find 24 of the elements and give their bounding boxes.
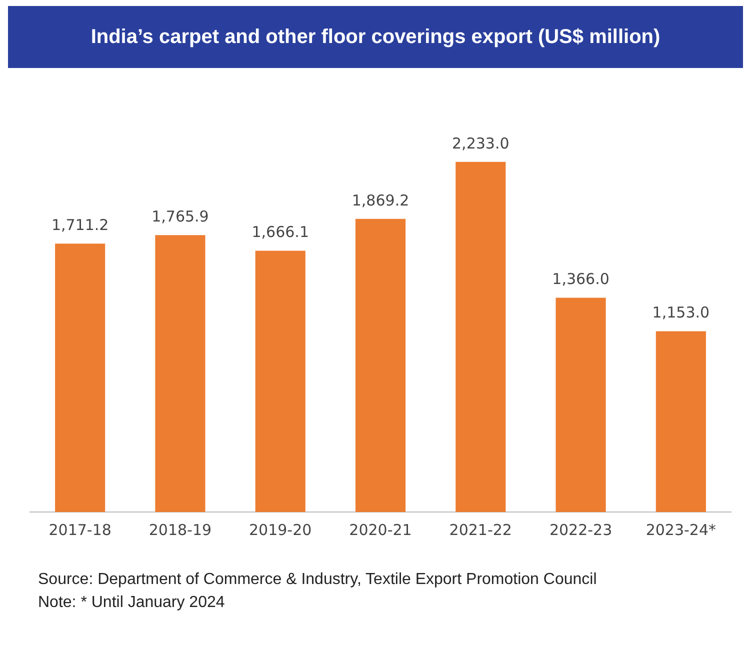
data-label: 2,233.0 xyxy=(452,134,510,152)
x-tick-label: 2019-20 xyxy=(249,520,312,539)
data-label: 1,765.9 xyxy=(152,207,209,226)
data-label: 1,366.0 xyxy=(552,270,610,288)
bar xyxy=(355,218,406,512)
source-note: Source: Department of Commerce & Industry, Textile Export Promotion Council xyxy=(38,570,598,590)
bar xyxy=(55,244,106,512)
bar xyxy=(255,250,306,512)
x-tick-label: 2018-19 xyxy=(148,520,212,539)
bar xyxy=(456,162,506,512)
bar xyxy=(656,331,706,512)
data-label: 1,153.0 xyxy=(652,304,710,322)
x-tick-label: 2017-18 xyxy=(48,520,112,539)
bar xyxy=(155,235,206,512)
data-label: 1,711.2 xyxy=(51,216,109,234)
chart-title: India’s carpet and other floor coverings export (US$ million) xyxy=(8,6,743,68)
x-tick-label: 2023-24* xyxy=(646,520,717,539)
x-tick-label: 2021-22 xyxy=(449,520,512,539)
x-tick-label: 2022-23 xyxy=(549,520,612,539)
bar xyxy=(556,298,606,512)
data-label: 1,869.2 xyxy=(352,191,410,210)
x-tick-label: 2020-21 xyxy=(349,520,412,539)
text: Note: * Until January 2024 xyxy=(38,593,226,613)
data-label: 1,666.1 xyxy=(252,223,309,242)
